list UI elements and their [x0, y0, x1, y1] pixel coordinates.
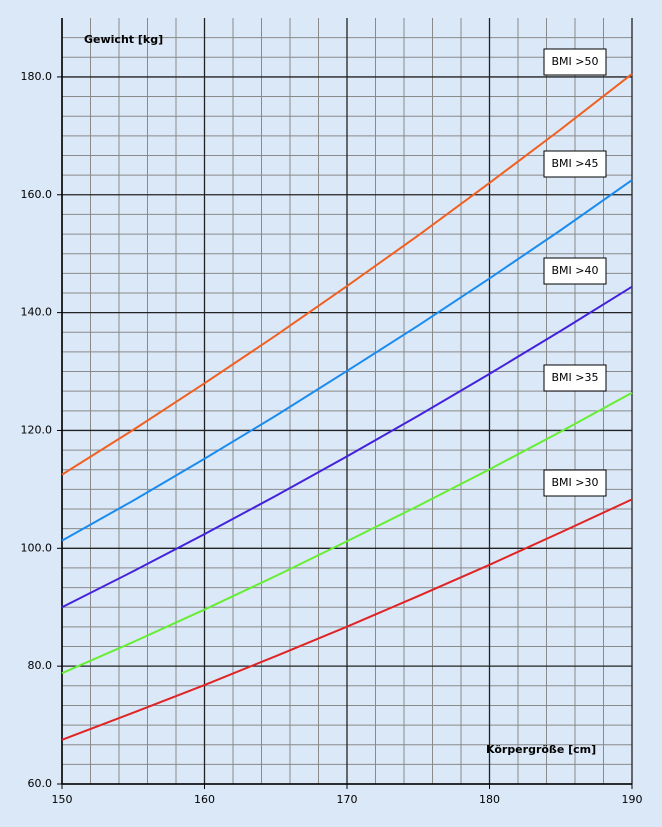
y-tick-label: 100.0: [21, 541, 53, 554]
marks: BMI >30 BMI >35 BMI >40 BMI >45 BMI >50: [61, 48, 633, 741]
legend-box: [543, 469, 607, 497]
y-tick-label: 80.0: [28, 659, 53, 672]
x-tick-label: 180: [479, 793, 500, 806]
x-axis-label: Körpergröße [cm]: [486, 743, 596, 756]
y-tick-label: 160.0: [21, 188, 53, 201]
legend-box: [543, 257, 607, 285]
series-line: [61, 498, 633, 741]
x-tick-label: 170: [337, 793, 358, 806]
x-tick-label: 190: [622, 793, 643, 806]
y-tick-label: 120.0: [21, 423, 53, 436]
legend-label: BMI >50: [552, 55, 599, 68]
series-line: [61, 285, 633, 609]
legend-label: BMI >30: [552, 476, 599, 489]
legend-box: [543, 48, 607, 76]
grid: [57, 18, 633, 789]
y-axis-label: Gewicht [kg]: [84, 33, 163, 46]
legend-box: [543, 150, 607, 178]
series-line: [61, 73, 633, 476]
y-tick-label: 140.0: [21, 306, 53, 319]
x-tick-label: 160: [194, 793, 215, 806]
x-tick-label: 150: [52, 793, 73, 806]
legend-box: [543, 364, 607, 392]
series-line: [61, 391, 633, 675]
legend-label: BMI >35: [552, 371, 599, 384]
legend-label: BMI >40: [552, 264, 599, 277]
series-line: [61, 179, 633, 542]
y-tick-label: 180.0: [21, 70, 53, 83]
y-tick-label: 60.0: [28, 777, 53, 790]
legend-label: BMI >45: [552, 157, 599, 170]
